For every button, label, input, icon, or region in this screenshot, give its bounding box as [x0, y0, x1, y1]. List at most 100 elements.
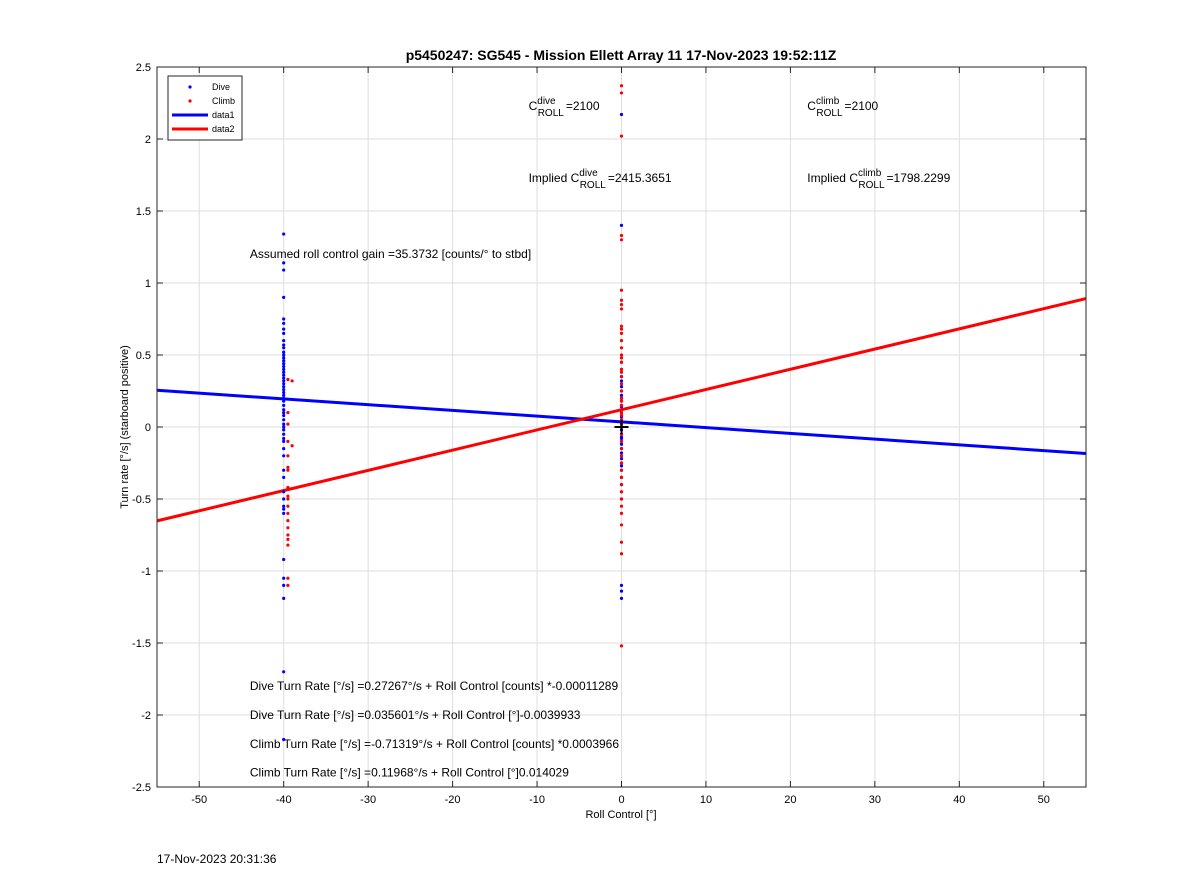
point-climb: [619, 396, 624, 400]
annotation-climb-deg: Climb Turn Rate [°/s] =0.11968°/s + Roll…: [250, 766, 569, 780]
y-tick-label: 0.5: [136, 350, 151, 362]
point-dive: [282, 511, 286, 515]
point-climb: [619, 134, 624, 138]
point-dive: [282, 364, 286, 369]
point-climb: [619, 303, 624, 307]
point-dive: [282, 468, 286, 472]
annotation-c-roll-climb-sub: ROLL: [816, 108, 843, 119]
point-climb: [619, 447, 624, 451]
point-climb: [619, 497, 624, 501]
point-dive: [282, 390, 286, 395]
point-dive: [282, 350, 286, 354]
point-climb: [286, 485, 290, 490]
point-dive: [282, 504, 286, 508]
point-dive: [282, 356, 286, 360]
point-dive: [282, 439, 286, 443]
x-tick-label: 20: [784, 794, 796, 806]
point-dive: [282, 362, 286, 366]
point-dive: [619, 442, 624, 446]
point-dive: [282, 436, 286, 441]
x-tick-label: 10: [700, 794, 712, 806]
point-dive: [282, 359, 286, 363]
point-climb: [619, 454, 624, 458]
point-dive: [282, 396, 286, 400]
point-dive: [619, 457, 624, 461]
point-dive: [282, 295, 286, 299]
point-climb: [619, 411, 624, 415]
annotation-c-roll-dive-value: =2100: [566, 99, 600, 113]
point-dive: [282, 422, 286, 426]
x-tick-label: -20: [445, 794, 461, 806]
point-dive: [282, 317, 286, 321]
point-climb: [286, 377, 290, 382]
x-tick-label: -50: [191, 794, 207, 806]
point-dive: [282, 385, 286, 389]
point-climb: [286, 439, 290, 443]
x-tick-label: -30: [360, 794, 376, 806]
point-dive: [282, 387, 286, 392]
point-dive: [282, 268, 286, 272]
y-tick-label: -1: [141, 566, 151, 578]
annotation-c-roll-dive-sub: ROLL: [538, 108, 565, 119]
point-dive: [282, 331, 286, 335]
point-dive: [282, 408, 286, 412]
point-climb: [286, 511, 290, 515]
point-climb: [619, 327, 624, 331]
point-dive: [282, 557, 286, 562]
point-dive: [282, 583, 286, 588]
point-climb: [286, 422, 290, 426]
point-dive: [282, 393, 286, 397]
annotation-implied-dive-value: =2415.3651: [608, 171, 672, 185]
point-dive: [282, 373, 286, 377]
point-climb: [619, 375, 624, 379]
point-climb: [619, 413, 624, 418]
point-climb: [619, 84, 624, 88]
point-climb: [619, 307, 624, 311]
point-dive: [282, 379, 286, 383]
y-tick-label: -2.5: [132, 782, 151, 794]
point-climb: [619, 324, 624, 328]
point-climb: [619, 483, 624, 487]
point-dive: [282, 232, 286, 236]
point-climb: [619, 468, 624, 472]
point-climb: [619, 382, 624, 386]
y-tick-label: -0.5: [132, 494, 151, 506]
legend-label: Climb: [212, 96, 235, 106]
point-dive: [282, 497, 286, 501]
point-climb: [286, 537, 290, 541]
y-tick-label: 0: [145, 422, 151, 434]
annotation-implied-climb-value: =1798.2299: [887, 171, 951, 185]
point-climb: [619, 644, 624, 648]
point-climb: [286, 576, 290, 580]
x-tick-label: 0: [618, 794, 624, 806]
y-tick-label: 1.5: [136, 206, 151, 218]
point-climb: [286, 583, 290, 588]
point-climb: [619, 408, 624, 412]
point-climb: [619, 353, 624, 357]
x-tick-label: 30: [869, 794, 881, 806]
point-climb: [619, 540, 624, 544]
point-dive: [619, 596, 624, 600]
point-dive: [282, 428, 286, 432]
y-tick-label: 2.5: [136, 62, 151, 74]
point-dive: [282, 321, 286, 325]
point-climb: [619, 389, 624, 393]
point-climb: [619, 331, 624, 335]
annotation-c-roll-climb-value: =2100: [845, 99, 879, 113]
legend-label: data1: [212, 110, 235, 120]
point-climb: [286, 543, 290, 547]
legend-marker-climb: [188, 99, 192, 103]
point-climb: [619, 504, 624, 508]
point-climb: [286, 465, 290, 469]
point-climb: [619, 339, 624, 343]
point-climb: [619, 238, 624, 242]
x-axis-label: Roll Control [°]: [585, 809, 656, 821]
point-climb: [286, 526, 290, 530]
point-climb: [619, 475, 624, 479]
point-climb: [619, 356, 624, 360]
point-climb: [286, 494, 290, 498]
point-climb: [619, 490, 624, 494]
y-tick-label: 2: [145, 134, 151, 146]
annotation-implied-climb: Implied Cclimb: [807, 168, 881, 185]
